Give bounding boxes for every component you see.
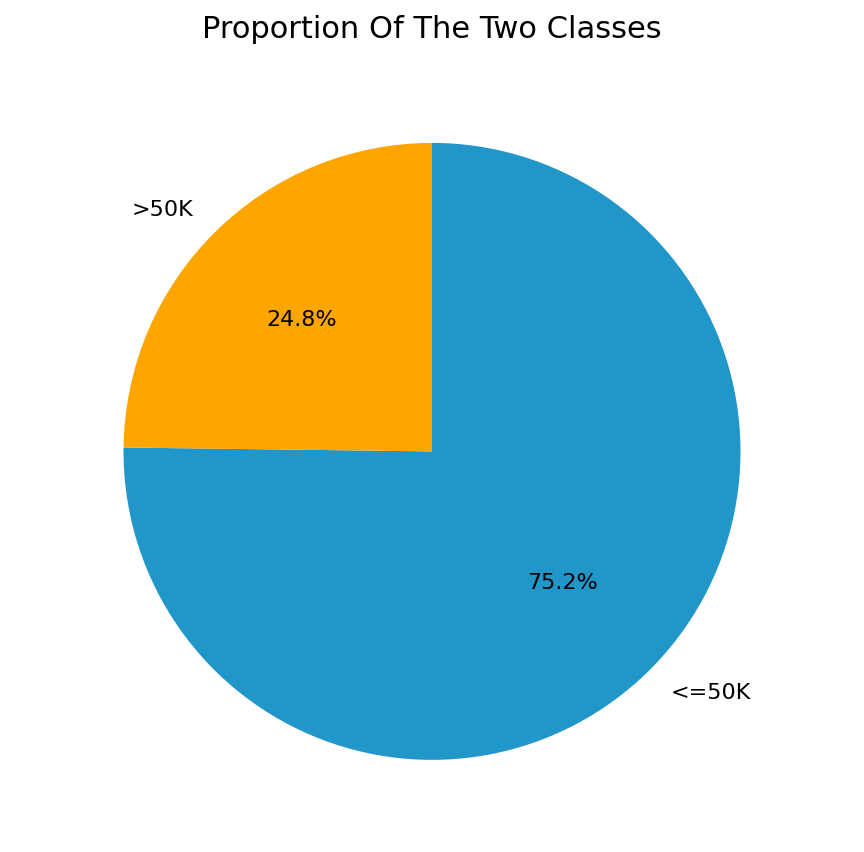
Text: 24.8%: 24.8% — [267, 309, 337, 330]
Wedge shape — [124, 143, 432, 452]
Text: <=50K: <=50K — [670, 682, 751, 703]
Title: Proportion Of The Two Classes: Proportion Of The Two Classes — [202, 15, 662, 44]
Text: >50K: >50K — [132, 200, 194, 220]
Text: 75.2%: 75.2% — [527, 573, 597, 593]
Wedge shape — [124, 143, 740, 760]
